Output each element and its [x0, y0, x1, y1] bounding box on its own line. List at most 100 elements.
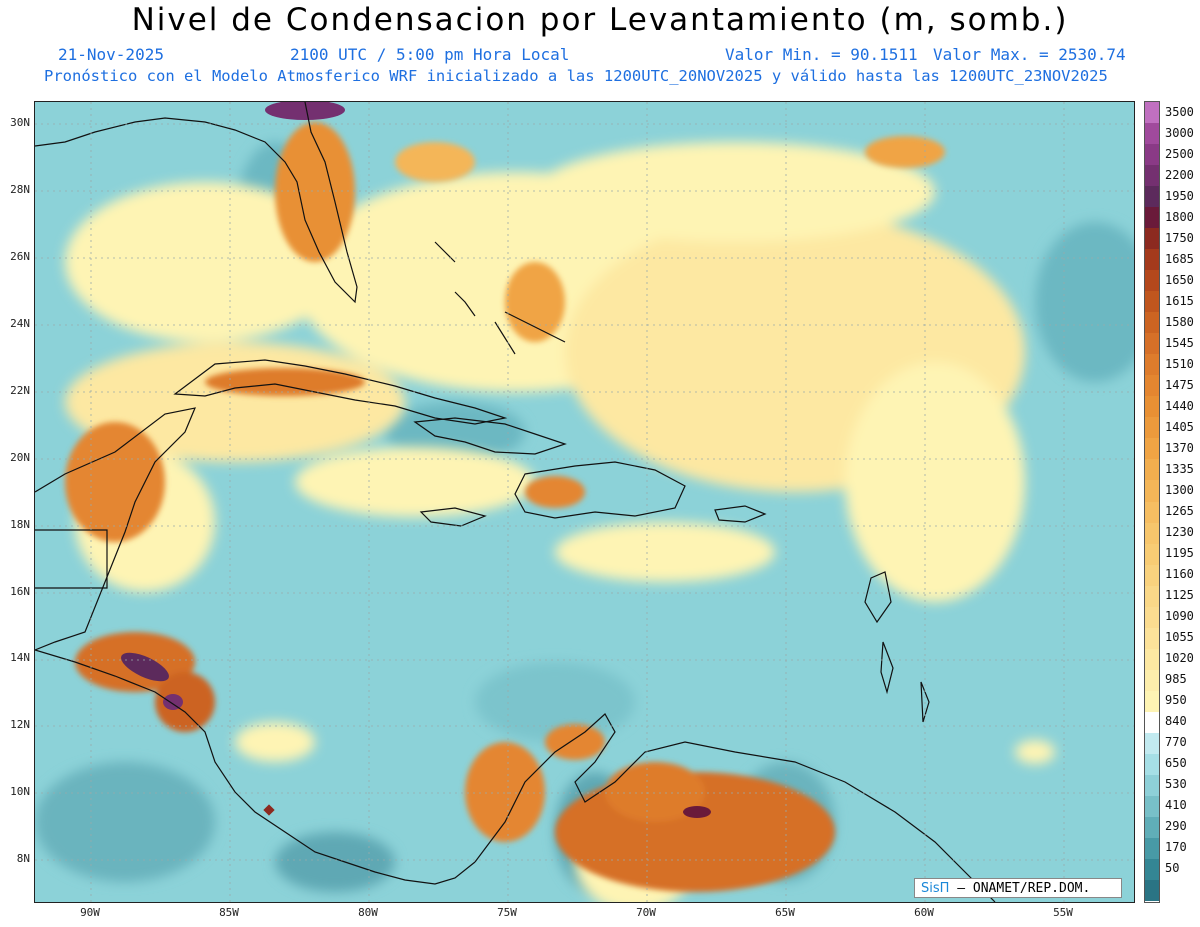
colorbar-label: 410 [1165, 798, 1187, 813]
map-panel[interactable] [34, 101, 1135, 903]
colorbar-label: 1125 [1165, 588, 1194, 603]
colorbar-swatch [1145, 879, 1159, 902]
colorbar-label: 1335 [1165, 461, 1194, 476]
colorbar-label: 3000 [1165, 125, 1194, 140]
colorbar-label: 1230 [1165, 525, 1194, 540]
lat-tick-28n: 28N [10, 183, 30, 196]
lon-tick-85w: 85W [219, 906, 239, 919]
colorbar-label: 1545 [1165, 335, 1194, 350]
colorbar-label: 3500 [1165, 104, 1194, 119]
colorbar-swatch [1145, 501, 1159, 524]
colorbar-label: 650 [1165, 756, 1187, 771]
colorbar-label: 1685 [1165, 251, 1194, 266]
colorbar-swatch [1145, 459, 1159, 481]
lat-tick-18n: 18N [10, 518, 30, 531]
model-info-label: Pronóstico con el Modelo Atmosferico WRF… [44, 67, 1108, 85]
colorbar-swatch [1145, 543, 1159, 566]
lon-tick-75w: 75W [497, 906, 517, 919]
colorbar-label: 1020 [1165, 651, 1194, 666]
colorbar-swatch [1145, 774, 1159, 797]
colorbar-label: 1440 [1165, 398, 1194, 413]
lon-tick-80w: 80W [358, 906, 378, 919]
colorbar-swatch [1145, 648, 1159, 671]
colorbar-label: 1510 [1165, 356, 1194, 371]
colorbar-swatch [1145, 585, 1159, 608]
colorbar-label: 1615 [1165, 293, 1194, 308]
colorbar-swatch [1145, 564, 1159, 587]
colorbar-label: 770 [1165, 735, 1187, 750]
credit-text: – ONAMET/REP.DOM. [949, 881, 1091, 896]
colorbar-swatch [1145, 795, 1159, 818]
colorbar-label: 2500 [1165, 146, 1194, 161]
colorbar-swatch [1145, 186, 1159, 208]
colorbar-swatch [1145, 396, 1159, 418]
min-value-label: Valor Min. = 90.1511 [725, 45, 918, 64]
colorbar-label: 1370 [1165, 440, 1194, 455]
colorbar-label: 1475 [1165, 377, 1194, 392]
colorbar-label: 2200 [1165, 167, 1194, 182]
colorbar-label: 1160 [1165, 567, 1194, 582]
colorbar-swatch [1145, 270, 1159, 292]
lat-tick-24n: 24N [10, 317, 30, 330]
colorbar-label: 170 [1165, 840, 1187, 855]
time-label: 2100 UTC / 5:00 pm Hora Local [290, 45, 570, 64]
colorbar-swatch [1145, 690, 1159, 713]
colorbar-swatch [1145, 144, 1159, 166]
lat-tick-26n: 26N [10, 250, 30, 263]
credit-box: SisΠ – ONAMET/REP.DOM. [914, 878, 1122, 898]
max-lcl-field [121, 102, 711, 818]
colorbar-swatch [1145, 711, 1159, 734]
colorbar-label: 840 [1165, 714, 1187, 729]
colorbar-swatch [1145, 291, 1159, 313]
colorbar-swatch [1145, 417, 1159, 439]
colorbar-swatch [1145, 606, 1159, 629]
lon-tick-65w: 65W [775, 906, 795, 919]
colorbar-swatch [1145, 480, 1159, 502]
lat-tick-20n: 20N [10, 451, 30, 464]
colorbar-swatch [1145, 312, 1159, 334]
colorbar-swatch [1145, 249, 1159, 271]
colorbar-label: 1650 [1165, 272, 1194, 287]
lat-tick-12n: 12N [10, 718, 30, 731]
sispi-logo: SisΠ [921, 881, 950, 896]
colorbar-swatch [1145, 669, 1159, 692]
colorbar-label: 290 [1165, 819, 1187, 834]
colorbar-label: 1300 [1165, 482, 1194, 497]
colorbar-swatch [1145, 438, 1159, 460]
forecast-map[interactable] [35, 102, 1134, 902]
colorbar-swatch [1145, 354, 1159, 376]
colorbar-label: 1800 [1165, 209, 1194, 224]
colorbar-label: 985 [1165, 672, 1187, 687]
lat-tick-30n: 30N [10, 116, 30, 129]
high-lcl-field [65, 122, 945, 892]
date-label: 21-Nov-2025 [58, 45, 164, 64]
colorbar-swatch [1145, 816, 1159, 839]
colorbar-label: 1405 [1165, 419, 1194, 434]
colorbar-swatch [1145, 207, 1159, 229]
lon-tick-60w: 60W [914, 906, 934, 919]
colorbar-label: 1195 [1165, 546, 1194, 561]
colorbar-swatch [1145, 228, 1159, 250]
lon-tick-70w: 70W [636, 906, 656, 919]
lon-tick-90w: 90W [80, 906, 100, 919]
colorbar-swatch [1145, 522, 1159, 545]
colorbar-label: 1265 [1165, 504, 1194, 518]
colorbar-swatch [1145, 333, 1159, 355]
colorbar-swatch [1145, 102, 1159, 124]
lat-tick-14n: 14N [10, 651, 30, 664]
colorbar-label: 950 [1165, 693, 1187, 708]
lat-tick-16n: 16N [10, 585, 30, 598]
map-title: Nivel de Condensacion por Levantamiento … [131, 2, 1069, 38]
lon-tick-55w: 55W [1053, 906, 1073, 919]
coastlines [35, 102, 996, 902]
colorbar-frame [1144, 101, 1160, 903]
colorbar-swatch [1145, 732, 1159, 755]
colorbar-swatch [1145, 627, 1159, 650]
colorbar-label: 530 [1165, 777, 1187, 792]
colorbar-label: 1055 [1165, 630, 1194, 645]
lat-tick-22n: 22N [10, 384, 30, 397]
colorbar-swatch [1145, 837, 1159, 860]
colorbar-label: 1750 [1165, 230, 1194, 245]
colorbar-label: 1580 [1165, 314, 1194, 329]
colorbar-swatch [1145, 165, 1159, 187]
